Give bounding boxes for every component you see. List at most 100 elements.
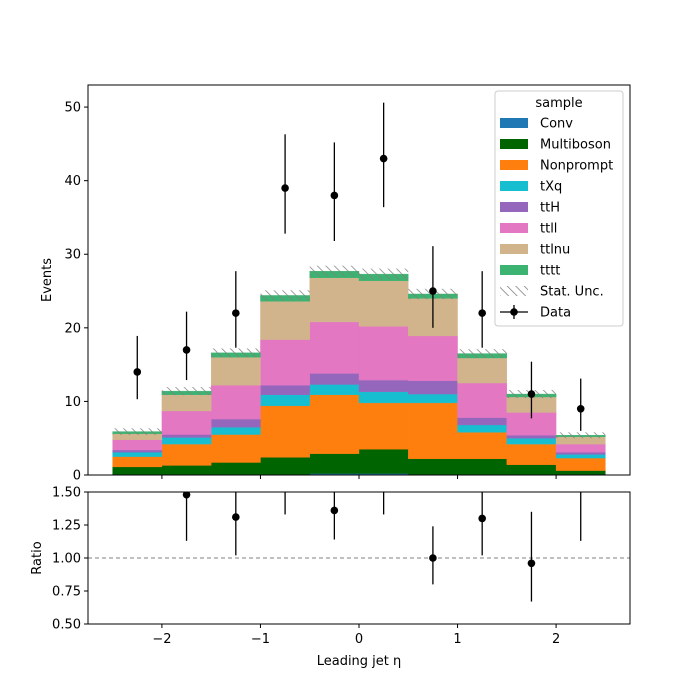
ratio-y-axis-label: Ratio (30, 541, 45, 574)
ratio-points (182, 479, 582, 602)
data-point (576, 404, 585, 413)
legend-label: Nonprompt (540, 159, 613, 174)
legend-label: tXq (540, 180, 562, 195)
legend-swatch (500, 202, 528, 212)
ratio-point (527, 559, 536, 568)
bar-segment (309, 373, 360, 385)
bar-segment (210, 434, 261, 463)
bar-segment (408, 402, 458, 460)
bar-segment (506, 443, 557, 465)
bar-segment (260, 339, 310, 386)
data-point (379, 154, 388, 163)
bar-segment (457, 357, 508, 384)
bar-segment (161, 434, 212, 438)
ratio-y-tick-label: 1.00 (52, 552, 81, 567)
y-tick-label: 0 (73, 469, 81, 484)
series-ttlnu (112, 277, 606, 445)
y-tick-label: 30 (64, 248, 81, 263)
stat-unc-band (161, 387, 212, 396)
bar-segment (161, 410, 212, 435)
bar-segment (358, 391, 409, 404)
x-tick-label: 1 (453, 632, 461, 647)
bar-segment (457, 382, 508, 418)
bar-segment (112, 451, 163, 457)
bar-segment (112, 439, 163, 451)
series-multiboson (112, 449, 606, 475)
x-tick-label: 0 (355, 632, 363, 647)
data-point (429, 287, 437, 295)
stacked-bars (112, 265, 606, 475)
stat-unc-band (309, 265, 359, 277)
ratio-point (182, 492, 191, 499)
bar-segment (457, 424, 508, 433)
series-nonprompt (112, 394, 606, 471)
legend-label: ttH (540, 201, 560, 216)
ratio-point (330, 506, 339, 515)
bar-segment (408, 393, 458, 404)
bar-segment (408, 335, 458, 382)
stat-unc-band (211, 348, 261, 358)
bar-segment (358, 402, 409, 450)
x-tick-label: 2 (552, 632, 560, 647)
legend-label: ttll (540, 222, 557, 237)
bar-segment (210, 385, 261, 420)
ratio-point (429, 554, 437, 562)
legend-label: ttlnu (540, 243, 570, 258)
bar-segment (309, 277, 360, 323)
legend-label: Stat. Unc. (540, 285, 604, 300)
stat-unc-band (112, 428, 162, 435)
bar-segment (309, 321, 360, 374)
bar-segment (112, 466, 163, 475)
bar-segment (506, 438, 557, 445)
bar-segment (260, 385, 310, 395)
bar-segment (260, 301, 310, 340)
bar-segment (555, 443, 606, 453)
bar-segment (210, 418, 261, 428)
data-point (281, 184, 289, 192)
bar-segment (358, 280, 409, 327)
y-tick-label: 10 (64, 395, 81, 410)
data-point (182, 346, 191, 354)
bar-segment (457, 458, 508, 475)
ratio-panel: 0.50 0.75 1.00 1.25 1.50 −2 −1 0 1 2 Ratio Leading … (30, 479, 631, 669)
bar-segment (555, 457, 606, 471)
bar-segment (457, 417, 508, 426)
bar-segment (358, 326, 409, 381)
bar-segment (457, 432, 508, 460)
bar-segment (161, 394, 212, 412)
bar-segment (161, 437, 212, 445)
data-point (330, 191, 339, 200)
main-histogram-panel: 0 10 20 30 40 50 Events sample Conv Multiboson Non… (40, 84, 631, 484)
bar-segment (112, 456, 163, 468)
legend-swatch (500, 160, 528, 170)
ratio-point (380, 479, 388, 487)
ratio-point (232, 513, 240, 521)
series-ttll (112, 321, 606, 453)
stat-unc-band (359, 268, 409, 280)
bar-segment (506, 435, 557, 439)
legend-title: sample (535, 96, 582, 111)
bar-segment (408, 458, 458, 475)
data-point (133, 368, 142, 376)
series-txq (112, 384, 606, 459)
legend-swatch (500, 181, 528, 191)
bar-segment (260, 394, 310, 407)
bar-segment (358, 379, 409, 393)
legend-swatch (500, 265, 528, 275)
stat-unc-band (457, 349, 507, 358)
y-tick-label: 50 (64, 101, 81, 116)
x-tick-label: −2 (152, 632, 171, 647)
bar-segment (309, 453, 360, 474)
ratio-point (478, 514, 486, 523)
legend-swatch (500, 223, 528, 233)
bar-segment (210, 357, 261, 386)
ratio-y-tick-label: 0.75 (52, 585, 81, 600)
bar-segment (260, 405, 310, 458)
legend-label: Conv (540, 117, 573, 132)
ratio-plot-background (88, 492, 630, 624)
x-axis-label: Leading jet η (317, 654, 402, 669)
legend-swatch (510, 308, 518, 316)
bar-segment (358, 449, 409, 474)
bar-segment (506, 464, 557, 475)
